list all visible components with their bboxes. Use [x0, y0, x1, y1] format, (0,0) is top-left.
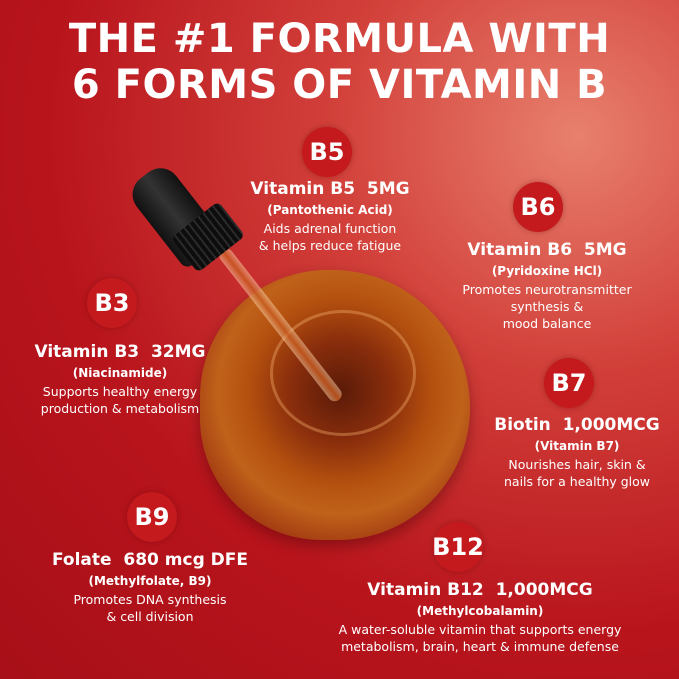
heading: Vitamin B6 5MG: [467, 240, 627, 260]
badge-b5: B5: [302, 127, 352, 177]
vitamin-b3-info: Vitamin B3 32MG (Niacinamide) Supports h…: [0, 341, 290, 417]
headline-line-1: THE #1 FORMULA WITH: [68, 16, 611, 62]
vitamin-b12-info: Vitamin B12 1,000MCG (Methylcobalamin) A…: [290, 579, 670, 655]
vitamin-b5-info: Vitamin B5 5MG (Pantothenic Acid) Aids a…: [160, 178, 500, 254]
subtitle: (Niacinamide): [72, 366, 168, 380]
badge-b7: B7: [544, 358, 594, 408]
desc-line: Nourishes hair, skin &: [508, 457, 646, 472]
vitamin-b7-info: Biotin 1,000MCG (Vitamin B7) Nourishes h…: [407, 414, 679, 490]
desc-line: metabolism, brain, heart & immune defens…: [341, 639, 619, 654]
vitamin-b9-info: Folate 680 mcg DFE (Methylfolate, B9) Pr…: [0, 549, 320, 625]
subtitle: (Methylfolate, B9): [88, 574, 212, 588]
badge-b12: B12: [432, 522, 484, 572]
desc-line: Aids adrenal function: [263, 221, 397, 236]
badge-b6: B6: [513, 182, 563, 232]
desc-line: synthesis &: [510, 299, 584, 314]
subtitle: (Vitamin B7): [534, 439, 620, 453]
subtitle: (Pantothenic Acid): [267, 203, 393, 217]
desc-line: & cell division: [106, 609, 194, 624]
heading: Vitamin B5 5MG: [250, 179, 410, 199]
desc-line: A water-soluble vitamin that supports en…: [338, 622, 622, 637]
desc-line: mood balance: [502, 316, 592, 331]
desc-line: nails for a healthy glow: [503, 474, 651, 489]
badge-b9: B9: [127, 492, 177, 542]
heading: Vitamin B3 32MG: [34, 342, 206, 362]
oil-ripple: [270, 310, 416, 436]
desc-line: Promotes DNA synthesis: [73, 592, 227, 607]
subtitle: (Pyridoxine HCl): [491, 264, 603, 278]
desc-line: Supports healthy energy: [42, 384, 198, 399]
desc-line: production & metabolism: [40, 401, 200, 416]
heading: Folate 680 mcg DFE: [51, 550, 248, 570]
desc-line: Promotes neurotransmitter: [462, 282, 632, 297]
badge-b3: B3: [87, 278, 137, 328]
subtitle: (Methylcobalamin): [416, 604, 544, 618]
heading: Vitamin B12 1,000MCG: [367, 580, 593, 600]
heading: Biotin 1,000MCG: [494, 415, 660, 435]
headline-line-2: 6 FORMS OF VITAMIN B: [71, 62, 608, 108]
desc-line: & helps reduce fatigue: [258, 238, 402, 253]
vitamin-b6-info: Vitamin B6 5MG (Pyridoxine HCl) Promotes…: [377, 239, 679, 332]
